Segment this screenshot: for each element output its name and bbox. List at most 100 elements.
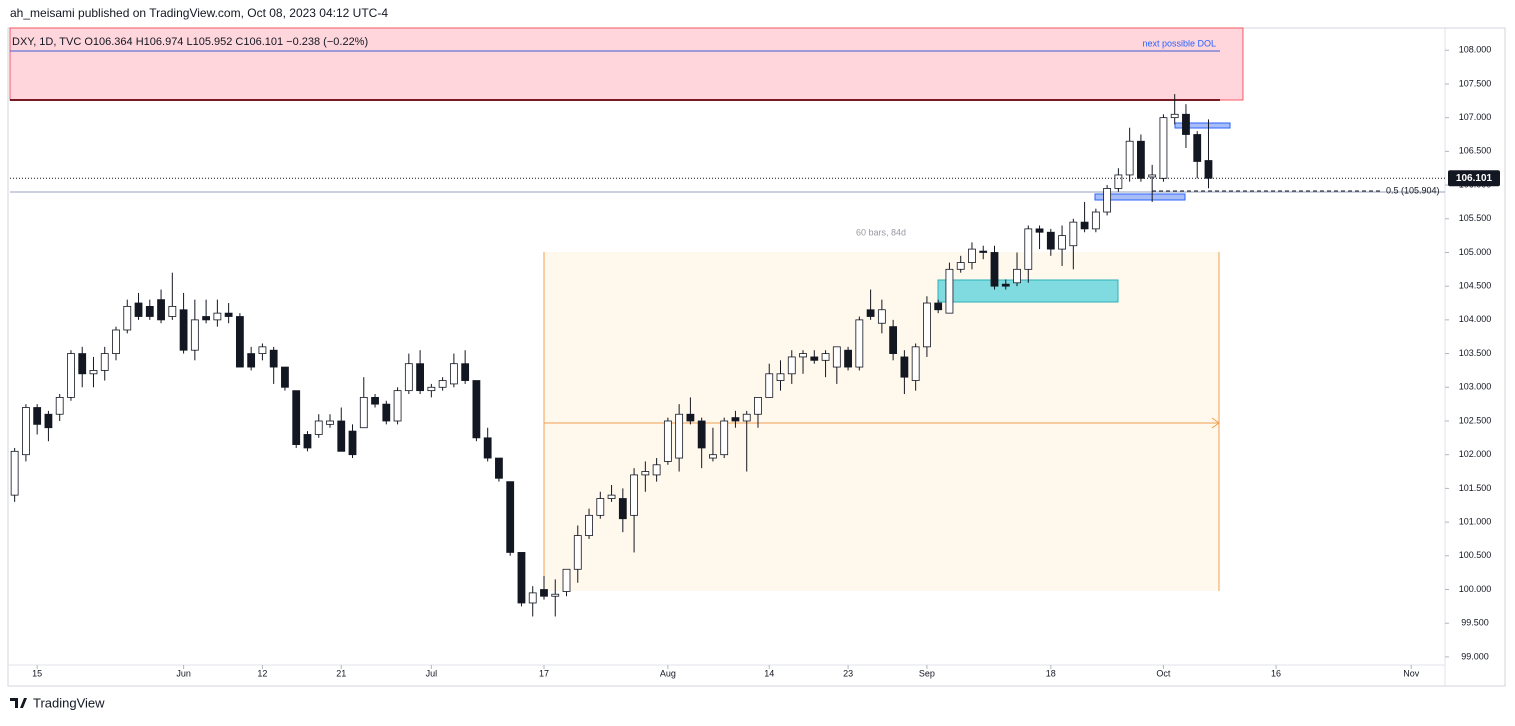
candle-body	[303, 434, 312, 449]
candle-body	[67, 353, 75, 398]
candle-body	[652, 464, 661, 476]
candle-body	[258, 346, 267, 354]
candle-body	[427, 386, 436, 392]
candle-body	[1013, 268, 1021, 284]
candle-body	[472, 380, 481, 439]
range-label: 60 bars, 84d	[856, 227, 906, 237]
last-price-label: 106.101	[1456, 173, 1493, 184]
candle-body	[438, 380, 447, 388]
candle-body	[900, 356, 909, 378]
candle-body	[269, 349, 278, 368]
candle-body	[100, 353, 109, 371]
candle-body	[979, 250, 988, 253]
candle-body	[123, 305, 132, 331]
candle-body	[877, 309, 886, 324]
candle-body	[337, 420, 346, 452]
y-tick-label: 99.500	[1461, 618, 1489, 628]
x-tick-label: 18	[1046, 668, 1056, 678]
y-tick-label: 107.500	[1459, 78, 1492, 88]
candle-body	[517, 552, 526, 604]
y-tick-label: 104.000	[1459, 314, 1492, 324]
candle-body	[1024, 228, 1033, 270]
candle-body	[596, 498, 605, 516]
candle-body	[224, 312, 233, 317]
x-tick-label: 17	[539, 668, 549, 678]
x-tick-label: Oct	[1156, 668, 1171, 678]
x-tick-label: 14	[764, 668, 774, 678]
candle-body	[33, 407, 42, 425]
candle-body	[168, 305, 177, 317]
candle-body	[89, 370, 98, 375]
y-tick-label: 100.500	[1459, 550, 1492, 560]
candle-body	[292, 390, 301, 445]
candle-body	[1182, 113, 1190, 135]
x-tick-label: 12	[257, 668, 267, 678]
candle-body	[776, 373, 785, 381]
candle-body	[968, 248, 976, 263]
candle-body	[359, 396, 368, 429]
x-tick-label: Aug	[660, 668, 676, 678]
candle-body	[202, 316, 211, 321]
candle-body	[1001, 283, 1010, 287]
candle-body	[866, 309, 875, 317]
candle-body	[1069, 221, 1078, 247]
footer-brand: TradingView	[33, 695, 105, 710]
candle-body	[742, 413, 751, 422]
candle-body	[889, 326, 898, 354]
candle-body	[573, 535, 582, 570]
fib-label: 0.5 (105.904)	[1386, 185, 1440, 195]
publish-header: ah_meisami published on TradingView.com,…	[10, 6, 388, 20]
candle-body	[22, 407, 30, 456]
candle-body	[1035, 228, 1044, 233]
candle-body	[10, 450, 19, 496]
x-tick-label: Jun	[176, 668, 191, 678]
candle-body	[461, 363, 470, 381]
supply-zone	[9, 27, 1244, 101]
order-block	[1174, 122, 1231, 129]
candle-body	[1114, 174, 1123, 189]
y-tick-label: 107.000	[1459, 112, 1492, 122]
candle-body	[1159, 117, 1168, 179]
x-tick-label: Jul	[426, 668, 438, 678]
candle-body	[754, 396, 762, 415]
candle-body	[247, 353, 256, 368]
candle-body	[990, 252, 999, 287]
candle-body	[213, 312, 222, 321]
logo-icon	[10, 698, 27, 708]
candle-body	[720, 420, 729, 456]
x-tick-label: 16	[1271, 668, 1281, 678]
candle-body	[371, 396, 379, 405]
y-tick-label: 104.500	[1459, 281, 1492, 291]
candle-body	[1137, 140, 1145, 179]
drawings: next possible DOL 60 bars, 84d 0.5 (105.…	[9, 27, 1445, 591]
candle-body	[134, 302, 143, 317]
candle-body	[686, 413, 695, 422]
x-tick-label: Sep	[919, 668, 935, 678]
candle-body	[506, 481, 515, 553]
candle-body	[44, 413, 53, 429]
candle-body	[179, 309, 188, 351]
candle-body	[235, 316, 244, 368]
candle-body	[810, 356, 819, 361]
y-tick-label: 103.000	[1459, 382, 1492, 392]
candle-body	[145, 305, 154, 317]
candle-body	[55, 396, 64, 415]
candle-body	[821, 353, 830, 361]
candle-body	[551, 593, 560, 597]
x-tick-label: 21	[336, 668, 346, 678]
x-tick-label: 15	[32, 668, 42, 678]
y-tick-label: 101.500	[1459, 483, 1492, 493]
candle-body	[540, 589, 548, 597]
candle-body	[799, 353, 807, 358]
y-tick-label: 101.000	[1459, 516, 1492, 526]
candle-body	[190, 319, 199, 351]
candle-body	[404, 363, 413, 392]
fvg-box	[937, 279, 1119, 303]
candle-body	[787, 356, 796, 375]
candle-body	[281, 366, 289, 388]
candle-body	[855, 319, 864, 368]
candle-body	[382, 403, 391, 422]
candle-body	[1125, 140, 1134, 176]
